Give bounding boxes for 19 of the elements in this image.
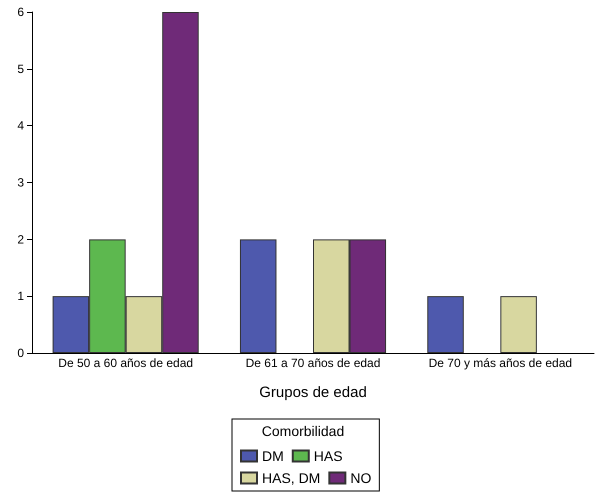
legend-label: HAS, DM [262,470,320,486]
legend-label: HAS [314,448,343,464]
y-tick-label: 4 [17,118,24,133]
x-tick-label: De 70 y más años de edad [428,356,572,370]
legend-label: DM [262,448,284,464]
y-tick-label: 0 [17,346,24,360]
x-tick-label: De 50 a 60 años de edad [58,356,194,370]
y-tick-label: 6 [17,5,24,19]
x-axis-title: Grupos de edad [259,384,367,401]
y-tick-label: 2 [17,232,24,246]
x-tick-label: De 61 a 70 años de edad [246,356,380,370]
legend-label: NO [350,470,372,486]
y-tick-label: 5 [17,62,24,76]
legend-title: Comorbilidad [262,423,344,439]
bar [240,239,276,353]
y-tick-label: 3 [17,176,24,190]
y-tick-label: 1 [17,289,24,304]
bar [427,296,464,353]
bar [500,296,537,353]
